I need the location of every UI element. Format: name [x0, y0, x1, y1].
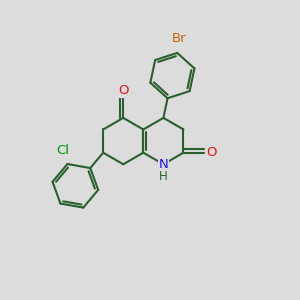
Text: N: N [158, 158, 168, 171]
Text: Cl: Cl [57, 144, 70, 157]
Text: O: O [206, 146, 217, 159]
Text: O: O [118, 84, 128, 97]
Text: Br: Br [172, 32, 186, 45]
Text: H: H [159, 170, 168, 183]
